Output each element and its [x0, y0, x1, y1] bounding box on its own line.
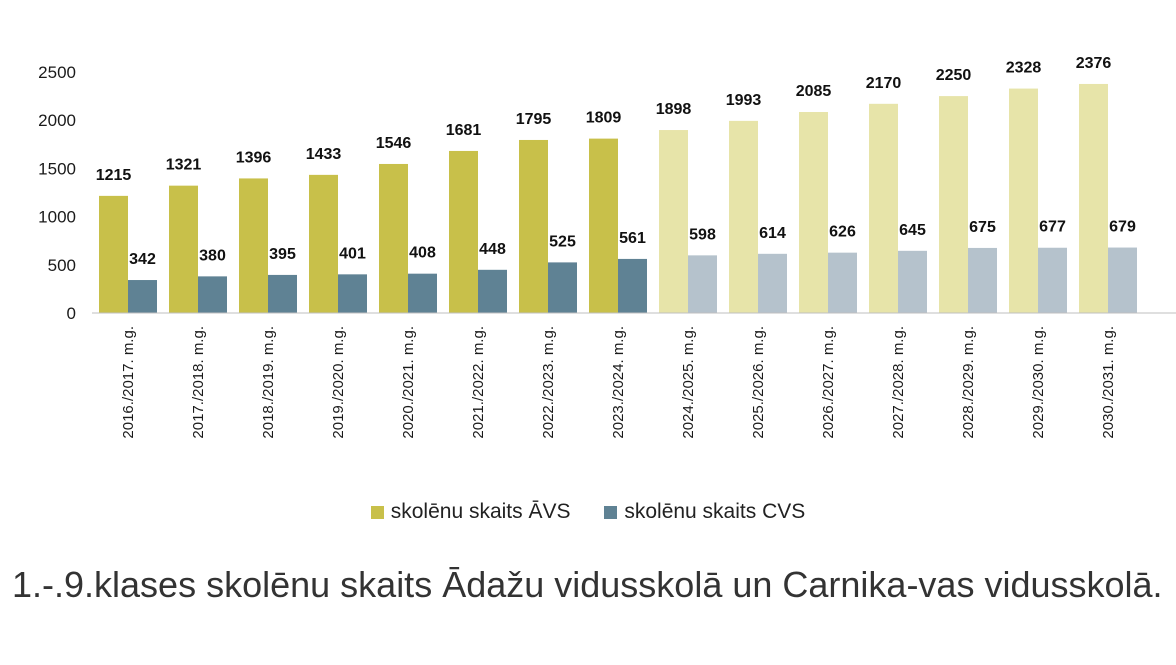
data-label-cvs: 395 [269, 246, 296, 263]
x-category-label: 2027./2028. m.g. [890, 326, 907, 439]
legend-swatch-avs [370, 505, 384, 519]
figure-caption: 1.-.9.klases skolēnu skaits Ādažu viduss… [12, 564, 1163, 605]
x-category-label: 2028./2029. m.g. [960, 326, 977, 439]
data-label-avs: 2328 [1006, 60, 1042, 77]
y-tick-label: 500 [48, 256, 76, 275]
data-label-cvs: 598 [689, 226, 716, 243]
data-label-cvs: 525 [549, 233, 576, 250]
data-label-cvs: 679 [1109, 219, 1136, 236]
data-label-cvs: 408 [409, 245, 436, 262]
bar-avs [99, 195, 128, 313]
legend-swatch-cvs [604, 505, 618, 519]
bar-cvs [198, 276, 227, 313]
bar-avs [1009, 88, 1038, 313]
y-tick-label: 1500 [38, 159, 76, 178]
y-axis-ticks: 0 500 1000 1500 2000 2500 [38, 63, 76, 323]
bar-avs [309, 174, 338, 313]
y-tick-label: 2500 [38, 63, 76, 82]
data-label-avs: 1993 [726, 92, 762, 109]
bar-cvs [618, 258, 647, 313]
x-category-label: 2019./2020. m.g. [330, 326, 347, 439]
data-label-cvs: 626 [829, 224, 856, 241]
bar-avs [379, 163, 408, 313]
bar-chart: 0 500 1000 1500 2000 2500 1215 342 1321 380 1396 3… [38, 55, 1176, 439]
bar-avs [169, 185, 198, 313]
bars [99, 83, 1137, 313]
bar-cvs [268, 274, 297, 313]
bar-cvs [898, 250, 927, 313]
data-label-cvs: 645 [899, 222, 926, 239]
bar-avs [799, 112, 828, 313]
bar-cvs [408, 273, 437, 313]
bar-cvs [758, 253, 787, 313]
bar-cvs [828, 252, 857, 313]
bar-avs [659, 130, 688, 313]
legend-item-cvs: skolēnu skaits CVS [604, 500, 805, 524]
data-label-cvs: 561 [619, 230, 646, 247]
bar-avs [939, 96, 968, 313]
x-category-label: 2021./2022. m.g. [470, 326, 487, 439]
data-label-avs: 1898 [656, 101, 692, 118]
x-category-label: 2022./2023. m.g. [540, 326, 557, 439]
legend-label-avs: skolēnu skaits ĀVS [390, 500, 571, 523]
data-label-cvs: 614 [759, 225, 786, 242]
bar-cvs [478, 269, 507, 313]
bar-avs [1079, 83, 1108, 313]
data-label-avs: 2250 [936, 67, 972, 84]
data-label-avs: 2170 [866, 75, 902, 92]
bar-avs [449, 150, 478, 313]
data-label-cvs: 677 [1039, 219, 1066, 236]
bar-avs [519, 139, 548, 313]
x-axis-category-labels: 2016./2017. m.g. 2017./2018. m.g. 2018./20… [120, 326, 1117, 439]
x-category-label: 2026./2027. m.g. [820, 326, 837, 439]
data-label-avs: 1215 [96, 167, 132, 184]
data-label-avs: 2376 [1076, 55, 1112, 72]
bar-cvs [968, 247, 997, 313]
bar-cvs [688, 255, 717, 313]
bar-avs [869, 103, 898, 313]
data-label-cvs: 401 [339, 245, 366, 262]
y-tick-label: 0 [67, 304, 76, 323]
x-category-label: 2025./2026. m.g. [750, 326, 767, 439]
bar-avs [589, 138, 618, 313]
data-label-cvs: 448 [479, 241, 506, 258]
bar-avs [239, 178, 268, 313]
x-category-label: 2016./2017. m.g. [120, 326, 137, 439]
data-label-avs: 1681 [446, 122, 482, 139]
bar-avs [729, 120, 758, 313]
x-category-label: 2024./2025. m.g. [680, 326, 697, 439]
data-label-cvs: 380 [199, 247, 226, 264]
legend-label-cvs: skolēnu skaits CVS [624, 500, 806, 523]
legend: skolēnu skaits ĀVS skolēnu skaits CVS [0, 500, 1176, 525]
data-label-cvs: 675 [969, 219, 996, 236]
x-category-label: 2018./2019. m.g. [260, 326, 277, 439]
bar-cvs [1038, 247, 1067, 313]
x-category-label: 2020./2021. m.g. [400, 326, 417, 439]
bar-cvs [338, 274, 367, 313]
y-tick-label: 1000 [38, 208, 76, 227]
x-category-label: 2017./2018. m.g. [190, 326, 207, 439]
data-label-avs: 1396 [236, 149, 272, 166]
bar-cvs [548, 262, 577, 313]
x-category-label: 2030./2031. m.g. [1100, 326, 1117, 439]
data-label-avs: 2085 [796, 83, 832, 100]
y-tick-label: 2000 [38, 111, 76, 130]
data-label-cvs: 342 [129, 251, 156, 268]
legend-item-avs: skolēnu skaits ĀVS [370, 500, 571, 524]
bar-cvs [128, 280, 157, 313]
data-labels: 1215 342 1321 380 1396 395 1433 401 1546 408 1681 4… [96, 55, 1136, 268]
data-label-avs: 1433 [306, 146, 342, 163]
data-label-avs: 1795 [516, 111, 552, 128]
x-category-label: 2029./2030. m.g. [1030, 326, 1047, 439]
data-label-avs: 1546 [376, 135, 412, 152]
x-category-label: 2023./2024. m.g. [610, 326, 627, 439]
data-label-avs: 1809 [586, 110, 622, 127]
data-label-avs: 1321 [166, 157, 202, 174]
bar-cvs [1108, 247, 1137, 313]
